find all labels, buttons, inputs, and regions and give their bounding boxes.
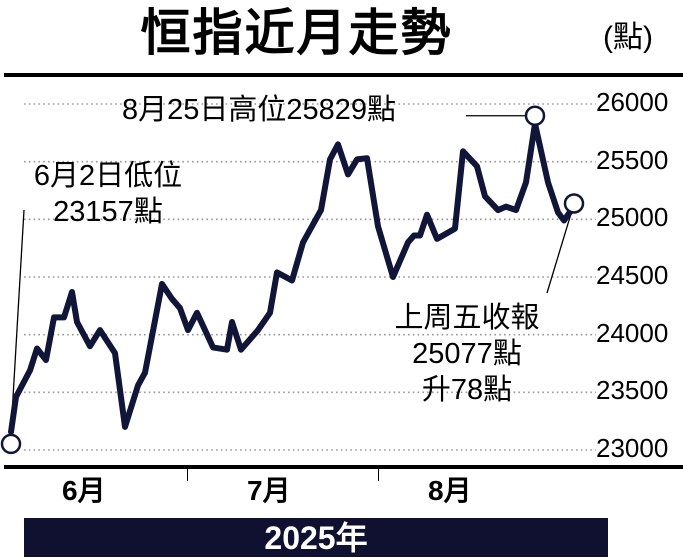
close-annotation-value: 25077點 (412, 338, 522, 370)
month-label-aug: 8月 (428, 475, 472, 506)
high-marker (524, 105, 546, 126)
index-line (8, 120, 574, 435)
high-annotation-text: 8月25日高位25829點 (122, 94, 397, 126)
close-leader-line (546, 210, 573, 294)
low-leader-line (10, 209, 25, 432)
year-bar: 2025年 (24, 518, 608, 557)
month-tick-jul (187, 469, 188, 481)
month-tick-aug (378, 469, 379, 481)
close-annotation-change: 升78點 (421, 374, 513, 406)
y-tick-label: 25000 (596, 202, 669, 233)
close-annotation-label: 上周五收報 (394, 302, 540, 334)
high-annotation: 8月25日高位25829點 (122, 92, 396, 128)
annotation-leaders (10, 115, 573, 432)
x-axis-line (4, 465, 683, 469)
y-tick-label: 23000 (596, 433, 669, 463)
gridlines (24, 103, 596, 451)
unit-label: (點) (603, 21, 653, 54)
y-tick-label: 24000 (596, 317, 669, 348)
close-annotation: 上周五收報 25077點 升78點 (372, 300, 562, 408)
low-marker (0, 433, 22, 455)
y-tick-label: 26000 (596, 87, 669, 117)
y-tick-label: 24500 (596, 260, 669, 290)
close-marker (563, 193, 585, 214)
low-annotation: 6月2日低位 23157點 (8, 158, 208, 230)
chart-title: 恒指近月走勢 (140, 5, 453, 61)
low-annotation-date: 6月2日低位 (33, 160, 183, 192)
month-label-jul: 7月 (247, 475, 291, 506)
low-annotation-value: 23157點 (53, 196, 163, 228)
y-tick-label: 25500 (596, 144, 669, 175)
month-label-jun: 6月 (62, 475, 106, 506)
y-tick-label: 23500 (596, 375, 669, 406)
top-rule (4, 73, 683, 77)
